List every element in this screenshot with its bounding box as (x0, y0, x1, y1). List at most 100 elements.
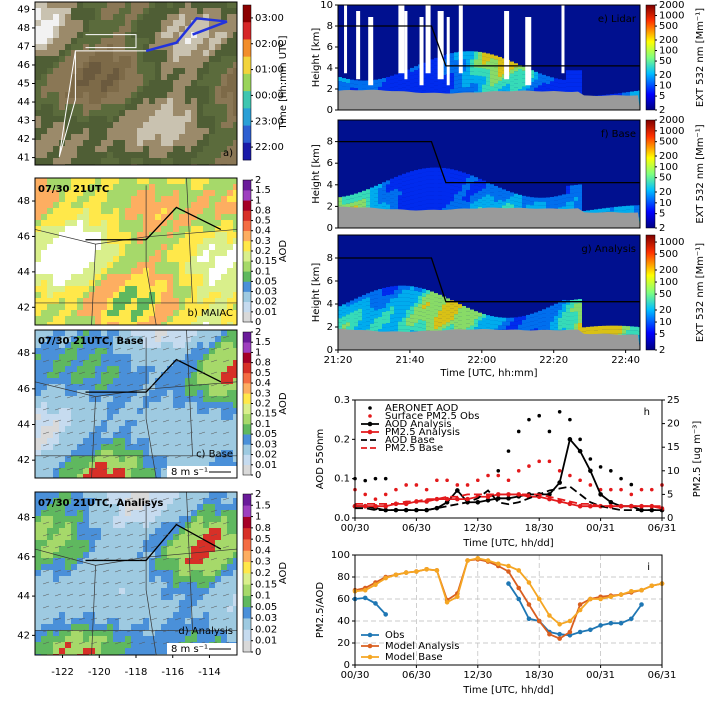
map-cell (167, 184, 173, 190)
map-cell (197, 38, 203, 44)
map-cell (149, 516, 155, 522)
map-cell (77, 298, 83, 304)
map-cell (215, 226, 221, 232)
map-cell (101, 134, 107, 140)
aerosol-cell (398, 88, 402, 93)
map-cell (35, 74, 41, 80)
wind-arrow (222, 359, 230, 363)
map-cell (119, 268, 125, 274)
map-cell (119, 20, 125, 26)
colorbar-label: AOD (278, 240, 289, 263)
map-cell (107, 110, 113, 116)
map-cell (215, 630, 221, 636)
map-cell (215, 38, 221, 44)
state-border (145, 185, 157, 326)
map-cell (209, 268, 215, 274)
map-cell (191, 504, 197, 510)
map-cell (155, 238, 161, 244)
map-cell (101, 268, 107, 274)
wind-arrow (66, 509, 74, 513)
map-cell (209, 32, 215, 38)
map-cell (71, 384, 77, 390)
map-cell (209, 540, 215, 546)
map-cell (83, 26, 89, 32)
map-cell (95, 226, 101, 232)
map-cell (53, 474, 59, 478)
map-cell (179, 146, 185, 152)
map-cell (65, 26, 71, 32)
map-cell (197, 564, 203, 570)
map-cell (155, 292, 161, 298)
map-cell (167, 140, 173, 146)
wind-arrow (162, 509, 170, 513)
map-cell (65, 462, 71, 468)
map-title: 07/30 21UTC (38, 184, 109, 195)
map-cell (125, 384, 131, 390)
map-cell (41, 588, 47, 594)
map-cell (191, 196, 197, 202)
map-cell (101, 516, 107, 522)
aerosol-cell (570, 86, 574, 91)
map-cell (107, 462, 113, 468)
map-cell (215, 624, 221, 630)
map-cell (155, 274, 161, 280)
map-cell (89, 92, 95, 98)
map-cell (179, 552, 185, 558)
map-cell (95, 420, 101, 426)
map-cell (131, 348, 137, 354)
map-cell (221, 220, 227, 226)
map-cell (53, 214, 59, 220)
map-cell (227, 158, 233, 164)
wind-arrow (186, 629, 194, 633)
map-cell (119, 292, 125, 298)
map-cell (95, 630, 101, 636)
map-cell (95, 600, 101, 606)
colorbar-tick-label: 1 (255, 512, 261, 523)
map-cell (125, 414, 131, 420)
map-cell (155, 286, 161, 292)
map-cell (65, 564, 71, 570)
wind-arrow (102, 347, 110, 351)
map-cell (179, 116, 185, 122)
map-cell (89, 152, 95, 158)
map-cell (41, 366, 47, 372)
map-cell (203, 492, 209, 498)
map-cell (83, 408, 89, 414)
map-cell (119, 450, 125, 456)
map-cell (197, 558, 203, 564)
map-cell (137, 588, 143, 594)
map-cell (125, 546, 131, 552)
map-cell (149, 122, 155, 128)
map-cell (125, 474, 131, 478)
map-cell (35, 140, 41, 146)
map-cell (53, 462, 59, 468)
map-cell (161, 286, 167, 292)
map-cell (173, 444, 179, 450)
map-cell (35, 372, 41, 378)
map-cell (149, 648, 155, 654)
map-cell (65, 534, 71, 540)
wind-arrow (174, 509, 182, 513)
aerosol-cell (466, 59, 470, 64)
map-cell (185, 38, 191, 44)
map-cell (53, 250, 59, 256)
map-cell (215, 570, 221, 576)
map-cell (197, 98, 203, 104)
map-cell (83, 384, 89, 390)
map-cell (155, 202, 161, 208)
colorbar-tick-label: 0.2 (255, 568, 271, 579)
map-cell (233, 450, 237, 456)
map-cell (59, 214, 65, 220)
flight-track (85, 358, 222, 393)
wind-arrow (42, 359, 50, 363)
aerosol-cell (374, 79, 378, 84)
map-cell (107, 244, 113, 250)
map-cell (65, 80, 71, 86)
map-cell (41, 402, 47, 408)
map-cell (83, 468, 89, 474)
map-cell (137, 274, 143, 280)
aerosol-cell (422, 86, 426, 91)
wind-arrow (54, 347, 62, 351)
map-cell (47, 256, 53, 262)
map-cell (155, 268, 161, 274)
